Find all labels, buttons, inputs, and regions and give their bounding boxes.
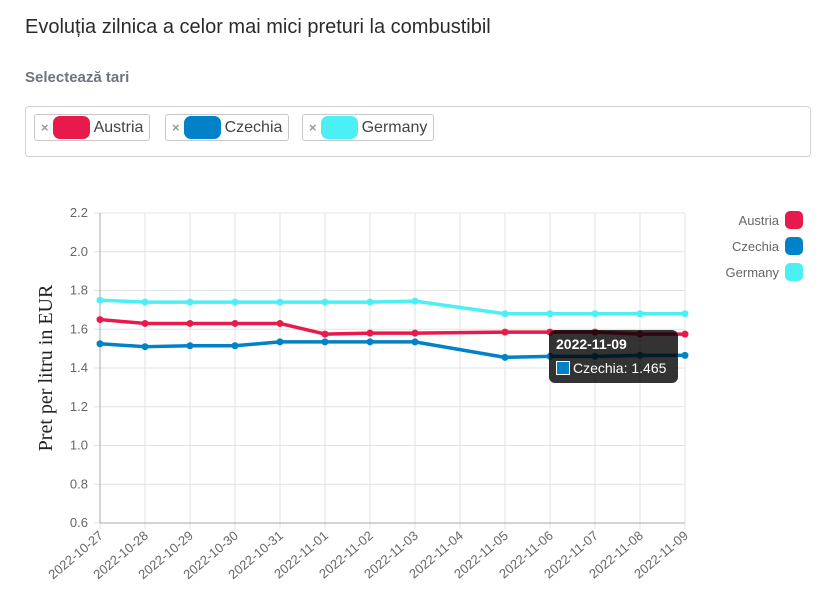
tooltip-color-box bbox=[556, 361, 570, 375]
legend-swatch bbox=[785, 211, 803, 229]
data-point-czechia bbox=[231, 342, 239, 350]
data-point-austria bbox=[366, 329, 374, 337]
data-point-austria bbox=[681, 330, 689, 338]
color-swatch bbox=[183, 116, 221, 139]
data-point-germany bbox=[186, 298, 194, 306]
legend-swatch bbox=[785, 237, 803, 255]
data-point-czechia bbox=[186, 342, 194, 350]
chip-austria: × Austria bbox=[34, 114, 151, 141]
data-point-germany bbox=[546, 310, 554, 318]
data-point-austria bbox=[186, 319, 194, 327]
data-point-austria bbox=[276, 319, 284, 327]
tooltip-title: 2022-11-09 bbox=[556, 336, 627, 352]
data-point-austria bbox=[411, 329, 419, 337]
chip-czechia: × Czechia bbox=[165, 114, 290, 141]
data-point-czechia bbox=[96, 340, 104, 348]
data-point-czechia bbox=[141, 343, 149, 351]
data-point-germany bbox=[591, 310, 599, 318]
data-point-austria bbox=[501, 328, 509, 336]
y-axis-title: Pret per litru in EUR bbox=[35, 284, 57, 451]
legend-label: Czechia bbox=[732, 239, 780, 254]
y-tick-label: 2.2 bbox=[70, 205, 88, 220]
tooltip-body: Czechia: 1.465 bbox=[573, 360, 667, 376]
remove-germany-icon[interactable]: × bbox=[309, 120, 317, 135]
data-point-czechia bbox=[501, 353, 509, 361]
data-point-germany bbox=[366, 298, 374, 306]
chip-label: Czechia bbox=[224, 118, 283, 136]
y-tick-label: 1.2 bbox=[70, 399, 88, 414]
y-tick-label: 1.6 bbox=[70, 321, 88, 336]
data-point-czechia bbox=[681, 351, 689, 359]
color-swatch bbox=[52, 116, 90, 139]
data-point-austria bbox=[96, 316, 104, 324]
chip-label: Germany bbox=[361, 118, 428, 136]
remove-czechia-icon[interactable]: × bbox=[172, 120, 180, 135]
data-point-germany bbox=[681, 310, 689, 318]
data-point-germany bbox=[231, 298, 239, 306]
data-point-czechia bbox=[321, 338, 329, 346]
data-point-germany bbox=[96, 296, 104, 304]
y-tick-label: 0.8 bbox=[70, 476, 88, 491]
chip-germany: × Germany bbox=[302, 114, 435, 141]
legend-label: Austria bbox=[739, 213, 780, 228]
data-point-czechia bbox=[276, 338, 284, 346]
data-point-germany bbox=[276, 298, 284, 306]
data-point-czechia bbox=[366, 338, 374, 346]
y-tick-label: 0.6 bbox=[70, 515, 88, 530]
legend-swatch bbox=[785, 263, 803, 281]
data-point-austria bbox=[231, 319, 239, 327]
data-point-germany bbox=[411, 297, 419, 305]
data-point-germany bbox=[636, 310, 644, 318]
data-point-austria bbox=[321, 330, 329, 338]
data-point-germany bbox=[501, 310, 509, 318]
remove-austria-icon[interactable]: × bbox=[41, 120, 49, 135]
country-selector-label: Selectează tari bbox=[25, 69, 130, 86]
y-tick-label: 1.4 bbox=[70, 360, 88, 375]
data-point-germany bbox=[321, 298, 329, 306]
legend-label: Germany bbox=[726, 265, 780, 280]
y-tick-label: 2.0 bbox=[70, 244, 88, 259]
color-swatch bbox=[320, 116, 358, 139]
y-tick-label: 1.8 bbox=[70, 283, 88, 298]
chart-tooltip: 2022-11-09 Czechia: 1.465 bbox=[549, 330, 678, 383]
chip-label: Austria bbox=[93, 118, 144, 136]
page-title: Evoluția zilnica a celor mai mici pretur… bbox=[25, 16, 491, 38]
data-point-czechia bbox=[411, 338, 419, 346]
y-tick-label: 1.0 bbox=[70, 438, 88, 453]
data-point-germany bbox=[141, 298, 149, 306]
country-multiselect[interactable]: × Austria × Czechia × Germany bbox=[25, 106, 811, 157]
data-point-austria bbox=[141, 319, 149, 327]
